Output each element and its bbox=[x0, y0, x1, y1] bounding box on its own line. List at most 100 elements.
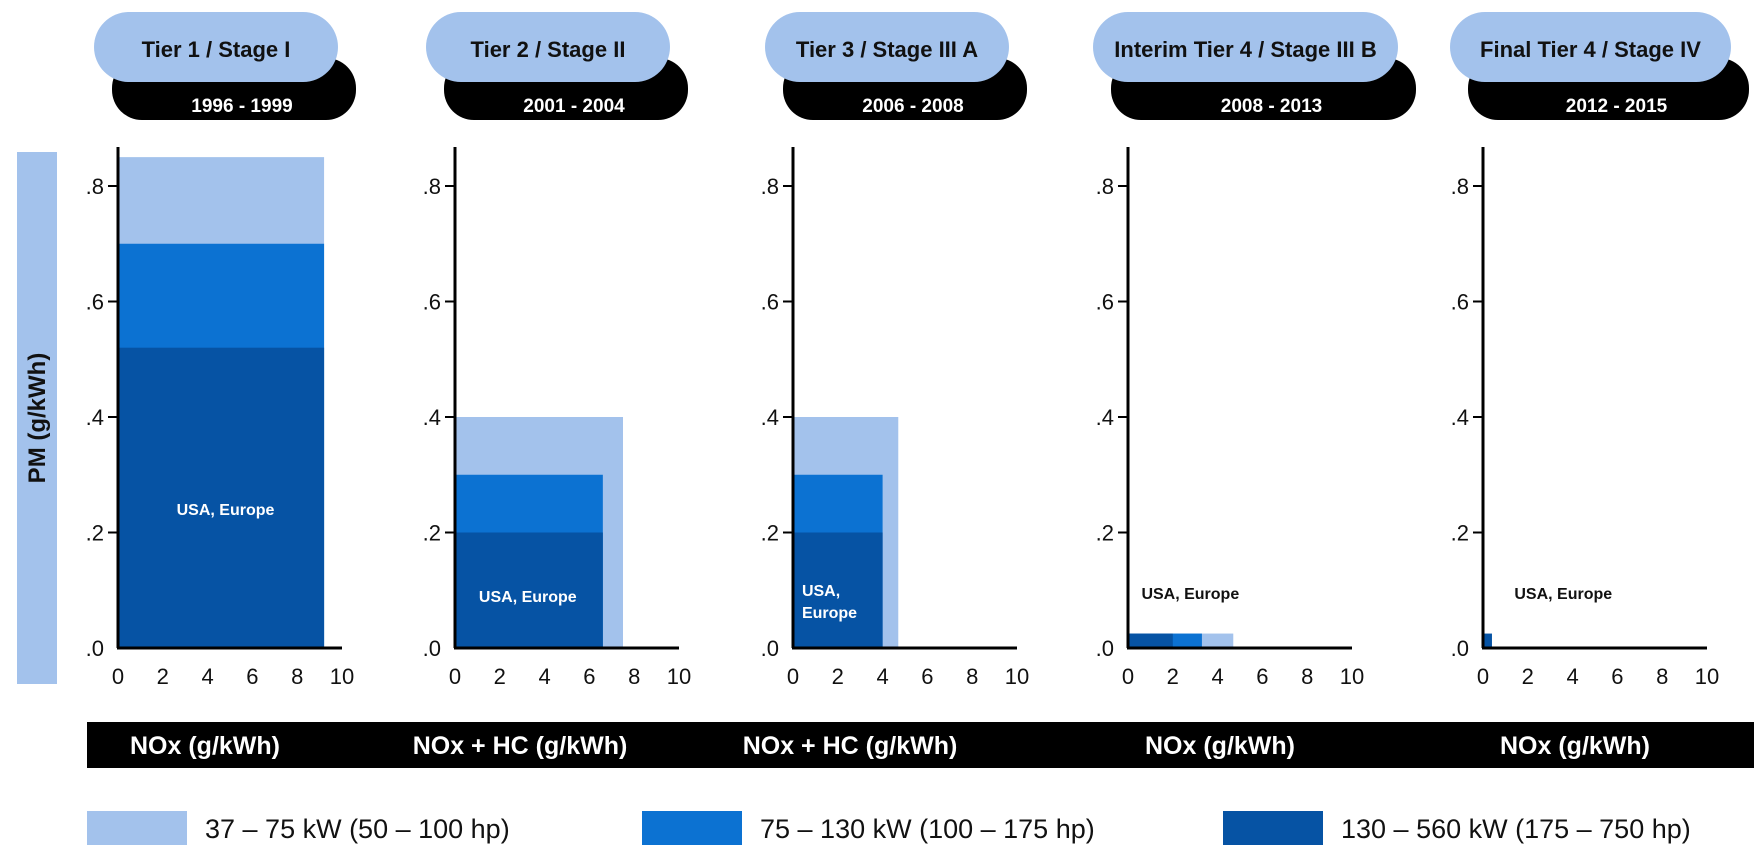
panel-years: 1996 - 1999 bbox=[191, 96, 292, 117]
region-label-2: Europe bbox=[802, 605, 857, 622]
y-tick-label: .0 bbox=[761, 636, 779, 661]
y-tick-label: .8 bbox=[423, 174, 441, 199]
y-tick-label: .2 bbox=[423, 521, 441, 546]
legend-label: 75 – 130 kW (100 – 175 hp) bbox=[760, 814, 1095, 844]
y-tick-label: .2 bbox=[761, 521, 779, 546]
bar-130-560 bbox=[1483, 633, 1492, 648]
x-tick-label: 0 bbox=[112, 664, 124, 689]
x-tick-label: 0 bbox=[449, 664, 461, 689]
y-tick-label: .4 bbox=[1096, 405, 1114, 430]
title-bubble bbox=[426, 12, 670, 82]
x-tick-label: 4 bbox=[201, 664, 213, 689]
legend-label: 37 – 75 kW (50 – 100 hp) bbox=[205, 814, 510, 844]
panel-years: 2001 - 2004 bbox=[523, 96, 625, 117]
panel-5: Final Tier 4 / Stage IV 2012 - 2015 .8 .6 .4… bbox=[1450, 12, 1749, 760]
panel-4: Interim Tier 4 / Stage III B 2008 - 2013.… bbox=[1093, 12, 1416, 760]
panel-title: Tier 1 / Stage I bbox=[142, 37, 291, 62]
y-tick-label: .6 bbox=[1451, 290, 1469, 315]
region-label: USA, Europe bbox=[1141, 586, 1239, 603]
legend: 37 – 75 kW (50 – 100 hp) 75 – 130 kW (100… bbox=[87, 811, 1691, 845]
panel-title: Tier 3 / Stage III A bbox=[796, 37, 978, 62]
x-tick-label: 6 bbox=[246, 664, 258, 689]
x-tick-label: 8 bbox=[291, 664, 303, 689]
legend-swatch bbox=[87, 811, 187, 845]
x-tick-label: 10 bbox=[1695, 664, 1719, 689]
x-tick-label: 10 bbox=[1340, 664, 1364, 689]
legend-label: 130 – 560 kW (175 – 750 hp) bbox=[1341, 814, 1691, 844]
x-tick-label: 4 bbox=[1211, 664, 1223, 689]
bar-130-560 bbox=[118, 347, 325, 648]
y-tick-label: .4 bbox=[761, 405, 779, 430]
y-tick-label: .0 bbox=[423, 636, 441, 661]
y-axis-label: PM (g/kWh) bbox=[24, 353, 51, 484]
panel-years: 2008 - 2013 bbox=[1221, 96, 1322, 117]
title-bubble bbox=[94, 12, 338, 82]
x-axis-label: NOx (g/kWh) bbox=[130, 732, 280, 760]
panel-title: Interim Tier 4 / Stage III B bbox=[1114, 37, 1376, 62]
x-tick-label: 2 bbox=[832, 664, 844, 689]
x-tick-label: 2 bbox=[494, 664, 506, 689]
x-axis-label: NOx + HC (g/kWh) bbox=[743, 732, 958, 760]
x-tick-label: 10 bbox=[330, 664, 354, 689]
y-tick-label: .6 bbox=[1096, 290, 1114, 315]
y-tick-label: .0 bbox=[1096, 636, 1114, 661]
legend-swatch bbox=[642, 811, 742, 845]
y-tick-label: .2 bbox=[86, 521, 104, 546]
y-tick-label: .8 bbox=[1096, 174, 1114, 199]
x-tick-label: 0 bbox=[1477, 664, 1489, 689]
y-tick-label: .6 bbox=[423, 290, 441, 315]
x-tick-label: 4 bbox=[538, 664, 550, 689]
region-label: USA, Europe bbox=[1514, 586, 1612, 603]
x-tick-label: 6 bbox=[1611, 664, 1623, 689]
bar-130-560 bbox=[793, 532, 883, 648]
y-tick-label: .4 bbox=[423, 405, 441, 430]
legend-item-75-130: 75 – 130 kW (100 – 175 hp) bbox=[642, 811, 1095, 845]
y-tick-label: .2 bbox=[1451, 521, 1469, 546]
y-tick-label: .8 bbox=[761, 174, 779, 199]
x-tick-label: 6 bbox=[1256, 664, 1268, 689]
y-tick-label: .6 bbox=[761, 290, 779, 315]
y-tick-label: .4 bbox=[86, 405, 104, 430]
x-tick-label: 8 bbox=[1301, 664, 1313, 689]
legend-swatch bbox=[1223, 811, 1323, 845]
x-tick-label: 8 bbox=[966, 664, 978, 689]
region-label: USA, Europe bbox=[177, 502, 275, 519]
legend-item-130-560: 130 – 560 kW (175 – 750 hp) bbox=[1223, 811, 1691, 845]
y-tick-label: .0 bbox=[1451, 636, 1469, 661]
region-label: USA, bbox=[802, 583, 840, 600]
region-label: USA, Europe bbox=[479, 589, 577, 606]
x-axis-label: NOx (g/kWh) bbox=[1145, 732, 1295, 760]
x-tick-label: 10 bbox=[1005, 664, 1029, 689]
y-tick-label: .8 bbox=[86, 174, 104, 199]
bar-130-560 bbox=[1128, 633, 1173, 648]
ylabel-bar bbox=[17, 152, 57, 684]
panel-2: Tier 2 / Stage II 2001 - 2004 .8 .6 .4 .2 .0 0 2… bbox=[413, 12, 691, 760]
x-tick-label: 4 bbox=[1566, 664, 1578, 689]
x-tick-label: 2 bbox=[1167, 664, 1179, 689]
title-bubble bbox=[1450, 12, 1731, 82]
panel-years: 2012 - 2015 bbox=[1566, 96, 1668, 117]
panel-1: Tier 1 / Stage I 1996 - 1999 .8 .6 .4 .2 .0 0 2 4… bbox=[86, 12, 356, 760]
x-tick-label: 6 bbox=[583, 664, 595, 689]
y-tick-label: .8 bbox=[1451, 174, 1469, 199]
x-tick-label: 10 bbox=[667, 664, 691, 689]
x-tick-label: 2 bbox=[1522, 664, 1534, 689]
x-tick-label: 0 bbox=[787, 664, 799, 689]
panels: Tier 1 / Stage I 1996 - 1999 .8 .6 .4 .2 .0 0 2 4… bbox=[86, 12, 1749, 760]
x-tick-label: 0 bbox=[1122, 664, 1134, 689]
panel-title: Tier 2 / Stage II bbox=[471, 37, 626, 62]
x-tick-label: 8 bbox=[628, 664, 640, 689]
panel-title: Final Tier 4 / Stage IV bbox=[1480, 37, 1701, 62]
y-tick-label: .0 bbox=[86, 636, 104, 661]
title-bubble bbox=[1093, 12, 1398, 82]
y-tick-label: .4 bbox=[1451, 405, 1469, 430]
x-axis-label: NOx (g/kWh) bbox=[1500, 732, 1650, 760]
x-tick-label: 6 bbox=[921, 664, 933, 689]
x-tick-label: 4 bbox=[876, 664, 888, 689]
bar-130-560 bbox=[455, 532, 603, 648]
x-tick-label: 8 bbox=[1656, 664, 1668, 689]
x-axis-label: NOx + HC (g/kWh) bbox=[413, 732, 628, 760]
x-tick-label: 2 bbox=[157, 664, 169, 689]
y-tick-label: .6 bbox=[86, 290, 104, 315]
